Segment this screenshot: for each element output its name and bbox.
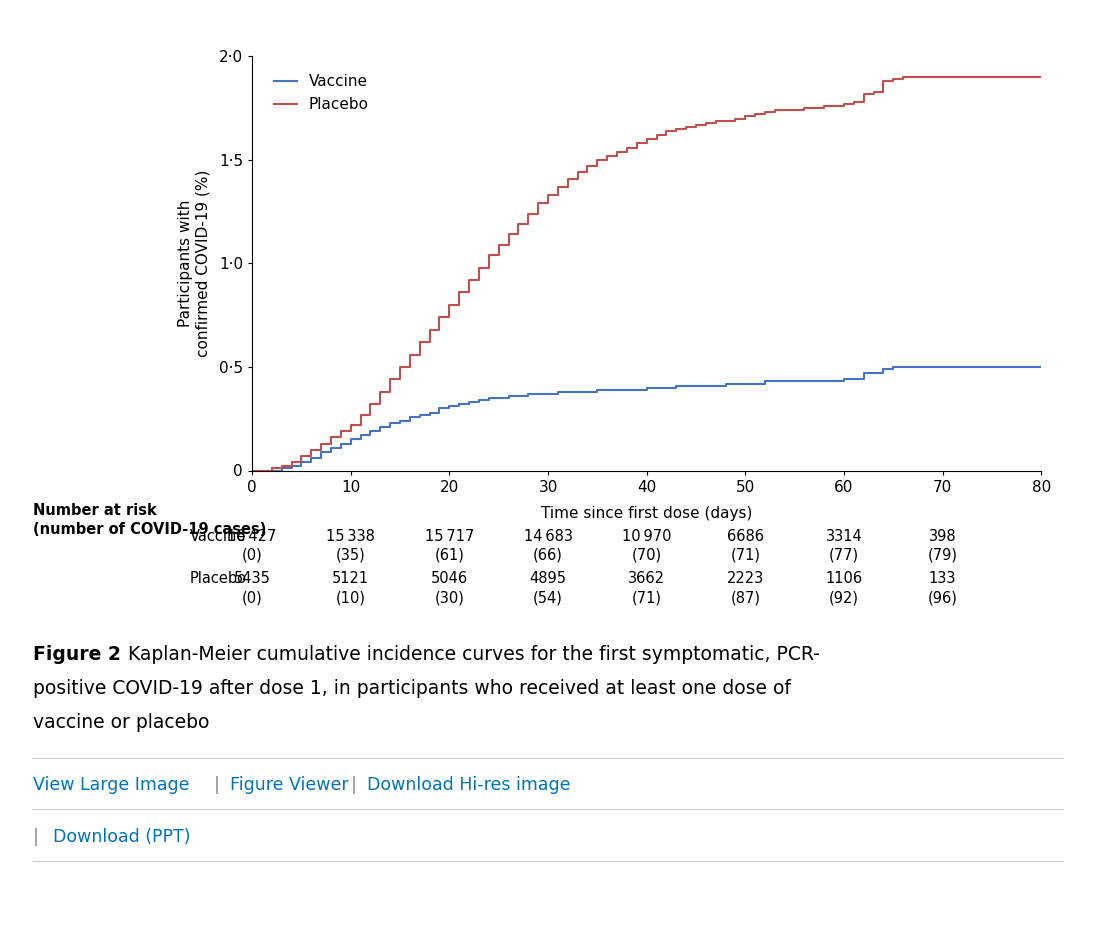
- Text: (96): (96): [927, 590, 958, 605]
- Text: 4895: 4895: [529, 571, 567, 586]
- Text: 15 338: 15 338: [327, 529, 375, 544]
- Text: 5435: 5435: [233, 571, 271, 586]
- Text: (0): (0): [242, 548, 262, 563]
- X-axis label: Time since first dose (days): Time since first dose (days): [541, 505, 752, 520]
- Text: 5121: 5121: [332, 571, 369, 586]
- Text: 398: 398: [928, 529, 957, 544]
- Text: 1106: 1106: [825, 571, 863, 586]
- Y-axis label: Participants with
confirmed COVID-19 (%): Participants with confirmed COVID-19 (%): [179, 169, 210, 358]
- Text: |: |: [33, 828, 38, 846]
- Text: (0): (0): [242, 590, 262, 605]
- Text: (10): (10): [335, 590, 366, 605]
- Text: (70): (70): [631, 548, 662, 563]
- Text: (30): (30): [434, 590, 465, 605]
- Text: Kaplan-Meier cumulative incidence curves for the first symptomatic, PCR-: Kaplan-Meier cumulative incidence curves…: [116, 645, 820, 663]
- Text: (61): (61): [434, 548, 465, 563]
- Text: 3662: 3662: [628, 571, 665, 586]
- Text: Download (PPT): Download (PPT): [53, 828, 190, 846]
- Text: Download Hi-res image: Download Hi-res image: [367, 776, 571, 794]
- Text: |: |: [351, 776, 356, 794]
- Text: 10 970: 10 970: [621, 529, 672, 544]
- Text: (92): (92): [829, 590, 859, 605]
- Text: 6686: 6686: [727, 529, 764, 544]
- Text: (79): (79): [927, 548, 958, 563]
- Text: 14 683: 14 683: [524, 529, 572, 544]
- Text: positive COVID-19 after dose 1, in participants who received at least one dose o: positive COVID-19 after dose 1, in parti…: [33, 679, 790, 698]
- Text: (77): (77): [829, 548, 859, 563]
- Text: Number at risk: Number at risk: [33, 503, 157, 518]
- Text: vaccine or placebo: vaccine or placebo: [33, 713, 209, 732]
- Text: (87): (87): [730, 590, 761, 605]
- Text: (71): (71): [730, 548, 761, 563]
- Text: (66): (66): [533, 548, 563, 563]
- Text: (35): (35): [335, 548, 366, 563]
- Text: 133: 133: [928, 571, 957, 586]
- Text: 2223: 2223: [727, 571, 764, 586]
- Legend: Vaccine, Placebo: Vaccine, Placebo: [267, 69, 375, 119]
- Text: 3314: 3314: [825, 529, 863, 544]
- Text: (number of COVID-19 cases): (number of COVID-19 cases): [33, 522, 266, 537]
- Text: 15 717: 15 717: [424, 529, 475, 544]
- Text: Figure Viewer: Figure Viewer: [230, 776, 349, 794]
- Text: Vaccine: Vaccine: [191, 529, 247, 544]
- Text: 16 427: 16 427: [227, 529, 277, 544]
- Text: 5046: 5046: [431, 571, 468, 586]
- Text: Figure 2: Figure 2: [33, 645, 121, 663]
- Text: View Large Image: View Large Image: [33, 776, 190, 794]
- Text: (71): (71): [631, 590, 662, 605]
- Text: Placebo: Placebo: [190, 571, 247, 586]
- Text: (54): (54): [533, 590, 563, 605]
- Text: |: |: [214, 776, 219, 794]
